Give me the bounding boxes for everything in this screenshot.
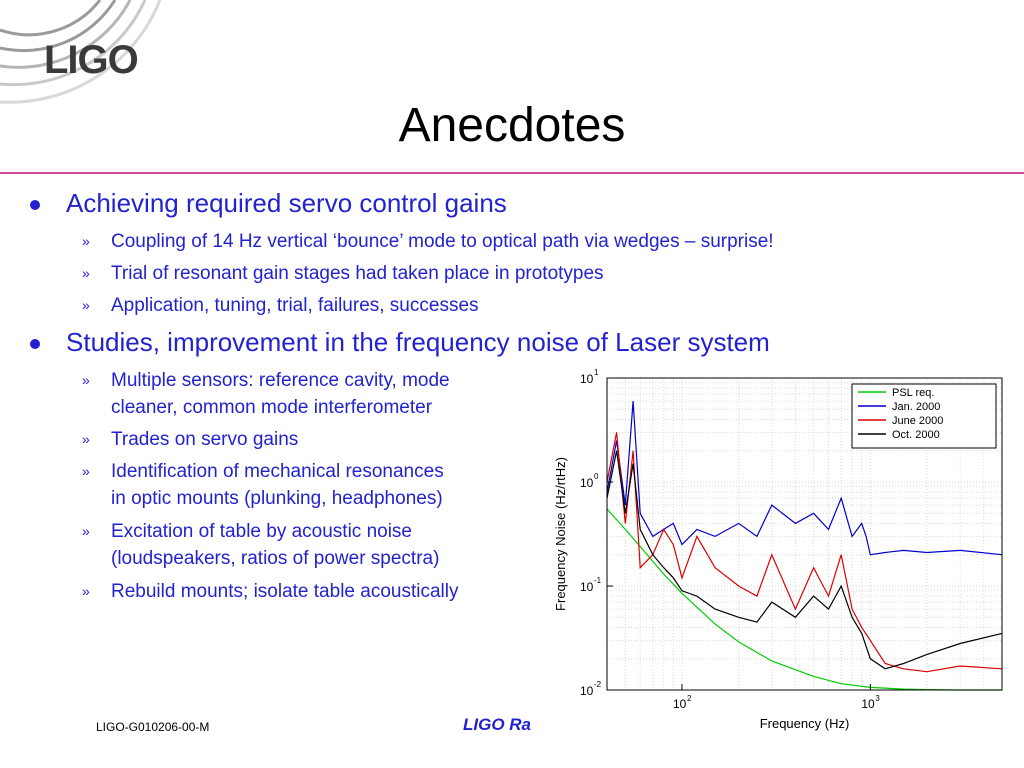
sub-bullet-text: Application, tuning, trial, failures, su… — [111, 295, 479, 316]
bullet-text: Studies, improvement in the frequency no… — [66, 327, 770, 357]
ligo-logo: LIGO — [0, 0, 170, 115]
sub-bullet-marker: » — [82, 265, 90, 281]
bullet-text: Achieving required servo control gains — [66, 188, 507, 218]
series-line — [606, 432, 1003, 673]
footer-lab-name: LIGO Ra — [463, 715, 532, 734]
sub-bullet-marker: » — [82, 297, 90, 313]
y-tick-exponent: 0 — [594, 472, 599, 481]
series-line — [606, 401, 1003, 556]
slide-title: Anecdotes — [398, 99, 626, 152]
legend-box — [851, 383, 997, 449]
footer-doc-id: LIGO-G010206-00-M — [96, 720, 210, 734]
frequency-noise-chart: 10 2 10 3 10 1 10 0 10 -1 10 -2 Frequency (Hz) Freque… — [545, 362, 1015, 732]
sub-bullet-text: Identification of mechanical resonances — [111, 461, 444, 482]
x-tick-exponent: 3 — [875, 694, 880, 703]
sub-bullet-text: Trades on servo gains — [111, 429, 299, 450]
sub-bullet-text: Rebuild mounts; isolate table acoustical… — [111, 581, 459, 602]
sub-bullet-text: Coupling of 14 Hz vertical ‘bounce’ mode… — [111, 231, 774, 252]
bullet-dot-icon — [30, 200, 40, 210]
legend-label: PSL req. — [892, 387, 934, 399]
y-tick-exponent: -1 — [594, 576, 602, 585]
y-tick-label: 10 — [580, 580, 594, 594]
sub-bullet-text: Trial of resonant gain stages had taken … — [111, 263, 604, 284]
legend-label: June 2000 — [892, 415, 943, 427]
series-line — [606, 508, 1002, 691]
x-axis-label: Frequency (Hz) — [760, 716, 850, 731]
y-tick-exponent: -2 — [594, 680, 602, 689]
sub-bullet-marker: » — [82, 523, 90, 539]
x-tick-exponent: 2 — [687, 694, 692, 703]
sub-bullet-text-cont: (loudspeakers, ratios of power spectra) — [111, 548, 440, 569]
y-tick-label: 10 — [580, 684, 594, 698]
sub-bullet-marker: » — [82, 431, 90, 447]
legend-label: Jan. 2000 — [892, 401, 940, 413]
y-tick-exponent: 1 — [594, 368, 599, 377]
sub-bullet-text-cont: cleaner, common mode interferometer — [111, 397, 433, 418]
bullet-dot-icon — [30, 339, 40, 349]
legend-label: Oct. 2000 — [892, 429, 940, 441]
sub-bullet-text: Multiple sensors: reference cavity, mode — [111, 370, 450, 391]
title-divider — [0, 172, 1024, 174]
x-tick-label: 10 — [673, 697, 687, 711]
sub-bullet-marker: » — [82, 233, 90, 249]
series-line — [606, 450, 1003, 670]
sub-bullet-marker: » — [82, 463, 90, 479]
logo-arcs-icon — [0, 0, 162, 104]
sub-bullet-marker: » — [82, 372, 90, 388]
sub-bullet-text-cont: in optic mounts (plunking, headphones) — [111, 488, 443, 509]
sub-bullet-text: Excitation of table by acoustic noise — [111, 521, 413, 542]
plot-frame — [606, 377, 1003, 691]
sub-bullet-marker: » — [82, 583, 90, 599]
y-tick-label: 10 — [580, 476, 594, 490]
x-tick-label: 10 — [861, 697, 875, 711]
y-axis-label: Frequency Noise (Hz/rtHz) — [553, 457, 568, 611]
y-tick-label: 10 — [580, 372, 594, 386]
logo-text: LIGO — [44, 38, 139, 82]
